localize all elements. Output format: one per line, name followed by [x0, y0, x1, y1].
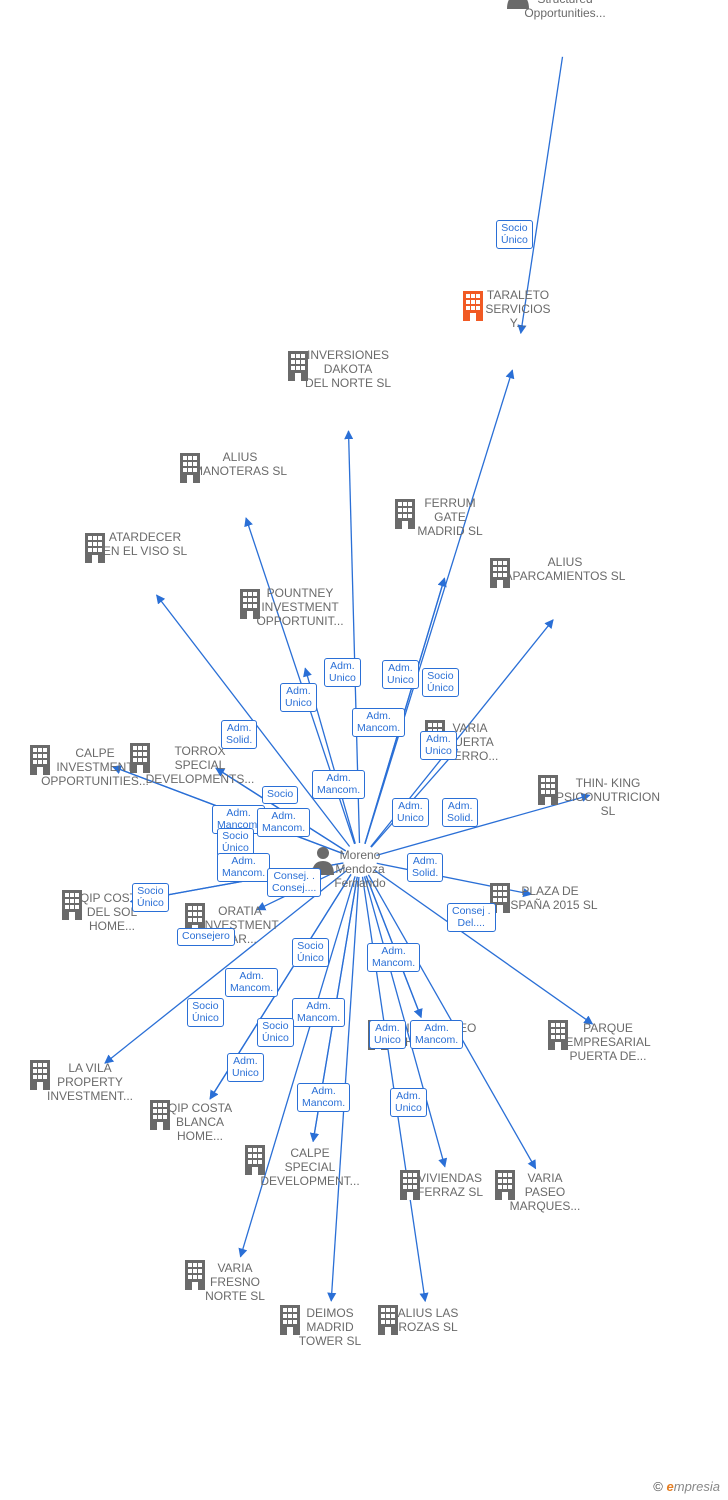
- copyright-symbol: ©: [653, 1479, 663, 1494]
- edge-label: Adm.Mancom.: [297, 1083, 350, 1112]
- node-pountney[interactable]: POUNTNEYINVESTMENTOPPORTUNIT...: [235, 587, 365, 632]
- edge-label: SocioÚnico: [257, 1018, 294, 1047]
- node-alius_manoteras[interactable]: ALIUSMANOTERAS SL: [175, 451, 305, 483]
- node-varia_fresno[interactable]: VARIAFRESNONORTE SL: [180, 1258, 290, 1303]
- edge-label: Consejero: [177, 928, 235, 946]
- edge-label: Adm.Mancom.: [225, 968, 278, 997]
- edge-label: Adm.Mancom.: [292, 998, 345, 1027]
- edge-label: Adm.Mancom.: [352, 708, 405, 737]
- node-viviendas_ferraz[interactable]: VIVIENDASFERRAZ SL: [395, 1168, 505, 1200]
- node-inversiones_dakota[interactable]: INVERSIONESDAKOTADEL NORTE SL: [283, 349, 413, 394]
- node-alius_aparc[interactable]: ALIUSAPARCAMIENTOS SL: [485, 556, 645, 588]
- edge-label: SocioÚnico: [132, 883, 169, 912]
- edge-label: Adm.Mancom.: [367, 943, 420, 972]
- node-parque_emp[interactable]: PARQUEEMPRESARIALPUERTA DE...: [543, 1018, 673, 1063]
- edge-label: SocioÚnico: [187, 998, 224, 1027]
- node-calpe_inv[interactable]: CALPEINVESTMENTOPPORTUNITIES...: [25, 743, 165, 788]
- node-moreno[interactable]: MorenoMendozaFernando: [310, 845, 410, 890]
- node-varia_paseo[interactable]: VARIAPASEOMARQUES...: [490, 1168, 600, 1213]
- node-label-line: Fernando: [310, 877, 410, 891]
- edge-label: Adm.Unico: [227, 1053, 264, 1082]
- edge-label: Consej. .Consej....: [267, 868, 321, 897]
- edge-label: Adm.Unico: [324, 658, 361, 687]
- node-thinking[interactable]: THIN- KINGPSICONUTRICIONSL: [533, 773, 683, 818]
- edge-label: Adm.Mancom.: [217, 853, 270, 882]
- edge-label: Adm.Mancom.: [257, 808, 310, 837]
- edge-label: Adm.Mancom.: [410, 1020, 463, 1049]
- edge-label: SocioÚnico: [292, 938, 329, 967]
- node-deimos[interactable]: DEIMOSMADRIDTOWER SL: [275, 1303, 385, 1348]
- edge-label: Adm.Unico: [420, 731, 457, 760]
- node-plaza2015[interactable]: PLAZA DEESPAÑA 2015 SL: [485, 881, 615, 913]
- edge-line: [365, 370, 512, 844]
- edge-label: Adm.Unico: [382, 660, 419, 689]
- edge-label: SocioÚnico: [422, 668, 459, 697]
- copyright-rest: mpresia: [674, 1479, 720, 1494]
- edge-label: Adm.Unico: [390, 1088, 427, 1117]
- edge-label: SocioÚnico: [496, 220, 533, 249]
- edge-label: Adm.Solid.: [221, 720, 257, 749]
- node-varia_struct[interactable]: VariaStructuredOpportunities...: [505, 0, 625, 24]
- node-taraleto[interactable]: TARALETOSERVICIOSY...: [458, 289, 578, 334]
- edge-label: Adm.Unico: [280, 683, 317, 712]
- edge-label: Consej .Del....: [447, 903, 496, 932]
- edge-label: Adm.Unico: [392, 798, 429, 827]
- edge-label: Adm.Solid.: [407, 853, 443, 882]
- node-ferrum_gate[interactable]: FERRUMGATEMADRID SL: [390, 497, 510, 542]
- edge-label: Socio: [262, 786, 298, 804]
- node-qip_costa_blanca[interactable]: QIP COSTABLANCAHOME...: [145, 1098, 255, 1143]
- edge-label: Adm.Unico: [369, 1020, 406, 1049]
- edge-label: Adm.Solid.: [442, 798, 478, 827]
- node-alius_rozas[interactable]: ALIUS LASROZAS SL: [373, 1303, 483, 1335]
- copyright: © empresia: [653, 1479, 720, 1494]
- node-calpe_special[interactable]: CALPESPECIALDEVELOPMENT...: [240, 1143, 380, 1188]
- copyright-e: e: [667, 1479, 674, 1494]
- node-atardecer_viso[interactable]: ATARDECEREN EL VISO SL: [80, 531, 210, 563]
- edge-label: Adm.Mancom.: [312, 770, 365, 799]
- node-la_vila[interactable]: LA VILAPROPERTYINVESTMENT...: [25, 1058, 155, 1103]
